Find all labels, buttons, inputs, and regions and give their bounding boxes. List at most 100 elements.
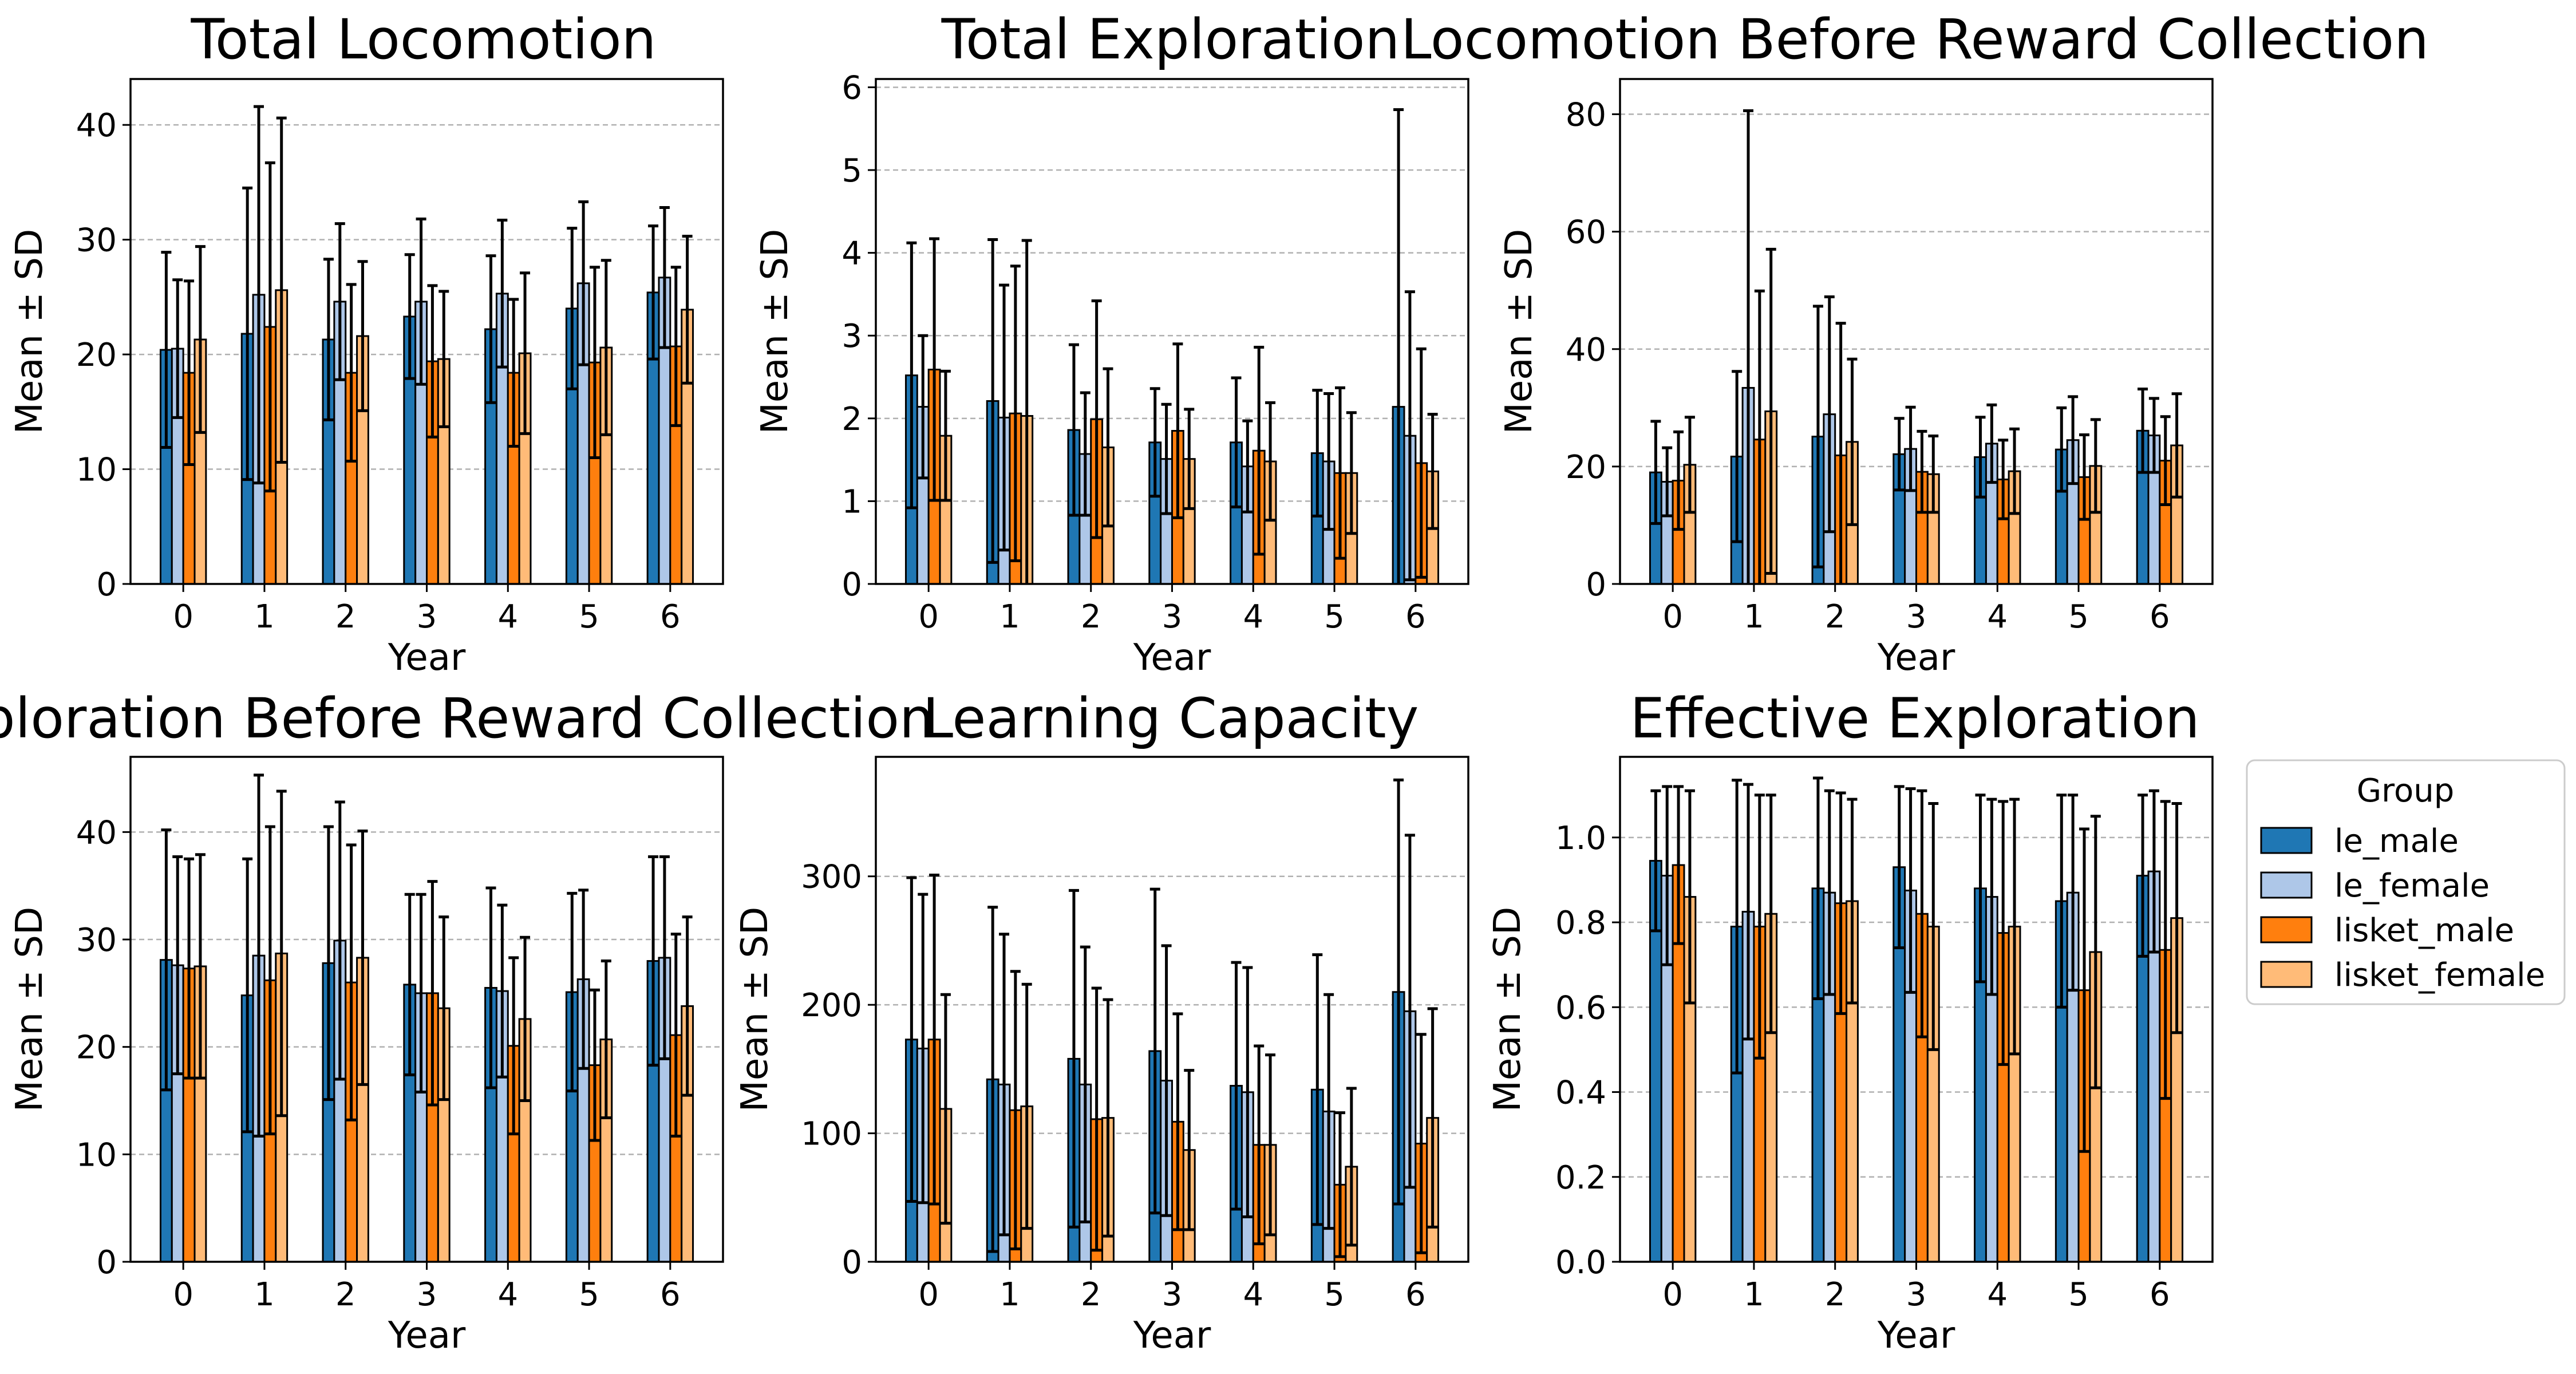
y-tick-label: 0	[841, 566, 862, 603]
y-axis-label: Mean ± SD	[754, 229, 796, 435]
x-tick-label: 0	[918, 598, 939, 635]
x-tick-label: 2	[1825, 598, 1846, 635]
y-axis-label: Mean ± SD	[9, 229, 51, 435]
panel-locomotion-before-reward: Locomotion Before Reward Collection02040…	[1401, 7, 2429, 679]
legend-label-lisket_male: lisket_male	[2334, 912, 2514, 949]
x-tick-label: 5	[579, 598, 599, 635]
y-tick-label: 20	[1566, 449, 1606, 486]
x-tick-label: 1	[1744, 1276, 1764, 1313]
x-tick-label: 0	[173, 598, 193, 635]
y-tick-label: 0.4	[1555, 1075, 1606, 1112]
y-tick-label: 1	[841, 483, 862, 520]
x-tick-label: 4	[1987, 1276, 2008, 1313]
chart-title: Total Locomotion	[191, 7, 657, 72]
chart-title: Effective Exploration	[1630, 686, 2199, 751]
x-tick-label: 5	[1324, 1276, 1345, 1313]
axes-frame	[129, 78, 724, 585]
legend-swatch-le_female	[2260, 871, 2313, 899]
x-axis-label: Year	[1877, 637, 1955, 679]
x-tick-label: 4	[1243, 1276, 1263, 1313]
panel-total-exploration: Total Exploration 0 1 2 3 4 5 6 0 1 2 3 4 5 6 Year Mean …	[754, 7, 1469, 679]
y-tick-label: 0.2	[1555, 1159, 1606, 1197]
y-tick-label: 5	[841, 152, 862, 189]
x-tick-label: 1	[1744, 598, 1764, 635]
y-axis-label: Mean ± SD	[1498, 229, 1540, 435]
y-tick-label: 20	[76, 337, 117, 374]
y-tick-label: 0	[841, 1244, 862, 1281]
x-tick-label: 5	[579, 1276, 599, 1313]
y-tick-label: 30	[76, 922, 117, 959]
x-tick-label: 5	[1324, 598, 1345, 635]
legend-swatch-le_male	[2260, 827, 2313, 854]
x-tick-label: 6	[660, 1276, 681, 1313]
x-tick-label: 6	[1405, 1276, 1426, 1313]
legend-label-le_female: le_female	[2334, 867, 2490, 905]
y-tick-label: 80	[1566, 97, 1606, 134]
y-tick-label: 0.8	[1555, 905, 1606, 942]
x-tick-label: 6	[2150, 1276, 2170, 1313]
axes-frame	[875, 78, 1469, 585]
y-axis-label: Mean ± SD	[734, 907, 776, 1112]
x-tick-label: 6	[2150, 598, 2170, 635]
x-tick-label: 1	[999, 598, 1020, 635]
y-tick-label: 1.0	[1555, 820, 1606, 857]
panel-learning-capacity: Learning Capacity 0 100 200 300 0 1 2 3 4 5 6 Year Me…	[734, 686, 1469, 1357]
y-axis-label: Mean ± SD	[1487, 907, 1529, 1112]
legend-label-le_male: le_male	[2334, 823, 2459, 860]
x-tick-label: 6	[1405, 598, 1426, 635]
y-tick-label: 4	[841, 235, 862, 273]
x-tick-label: 4	[1987, 598, 2008, 635]
x-tick-label: 1	[254, 598, 275, 635]
x-tick-label: 0	[1662, 598, 1683, 635]
y-tick-label: 0.6	[1555, 989, 1606, 1026]
legend-swatch-lisket_male	[2260, 916, 2313, 943]
x-tick-label: 5	[2068, 1276, 2089, 1313]
chart-title: Locomotion Before Reward Collection	[1401, 7, 2429, 72]
x-tick-label: 3	[1162, 598, 1183, 635]
y-tick-label: 10	[76, 1136, 117, 1174]
x-tick-label: 4	[497, 1276, 518, 1313]
panel-effective-exploration: Effective Exploration 0.0 0.2 0.4 0.6 0.8 1.0 0…	[1487, 686, 2214, 1357]
y-tick-label: 40	[76, 814, 117, 851]
x-tick-label: 2	[1825, 1276, 1846, 1313]
x-tick-label: 4	[1243, 598, 1263, 635]
x-tick-label: 0	[173, 1276, 193, 1313]
axes-frame	[1619, 756, 2214, 1263]
legend-title: Group	[2357, 772, 2455, 810]
x-tick-label: 2	[335, 598, 356, 635]
x-tick-label: 0	[918, 1276, 939, 1313]
panel-exploration-before-reward: Exploration Before Reward Collection 0 10 2…	[0, 686, 934, 1357]
y-tick-label: 40	[1566, 331, 1606, 369]
axes-frame	[129, 756, 724, 1263]
y-tick-label: 200	[801, 987, 862, 1024]
axes-frame	[875, 756, 1469, 1263]
chart-title: Learning Capacity	[923, 686, 1419, 751]
x-tick-label: 3	[1162, 1276, 1183, 1313]
legend: Group le_male le_female lisket_male lisket_…	[2246, 759, 2566, 1005]
x-tick-label: 1	[999, 1276, 1020, 1313]
panel-total-locomotion: Total Locomotion 0 10 20 30 40 0 1 2 3 4 5 6 Year Mean…	[9, 7, 724, 679]
axes-frame	[1619, 78, 2214, 585]
y-tick-label: 3	[841, 318, 862, 355]
y-tick-label: 6	[841, 69, 862, 106]
y-axis-label: Mean ± SD	[9, 907, 51, 1112]
x-tick-label: 2	[335, 1276, 356, 1313]
x-tick-label: 2	[1081, 1276, 1101, 1313]
y-tick-label: 300	[801, 859, 862, 896]
legend-label-lisket_female: lisket_female	[2334, 957, 2545, 994]
y-tick-label: 60	[1566, 214, 1606, 251]
x-tick-label: 3	[1906, 598, 1927, 635]
x-tick-label: 6	[660, 598, 681, 635]
y-tick-label: 30	[76, 222, 117, 259]
x-tick-label: 3	[417, 1276, 437, 1313]
x-tick-label: 4	[497, 598, 518, 635]
x-tick-label: 3	[1906, 1276, 1927, 1313]
x-tick-label: 3	[417, 598, 437, 635]
y-tick-label: 0	[1586, 566, 1606, 603]
chart-title: Exploration Before Reward Collection	[0, 686, 934, 751]
y-tick-label: 20	[76, 1029, 117, 1067]
x-axis-label: Year	[1133, 637, 1211, 679]
x-axis-label: Year	[1133, 1314, 1211, 1357]
x-axis-label: Year	[1877, 1314, 1955, 1357]
